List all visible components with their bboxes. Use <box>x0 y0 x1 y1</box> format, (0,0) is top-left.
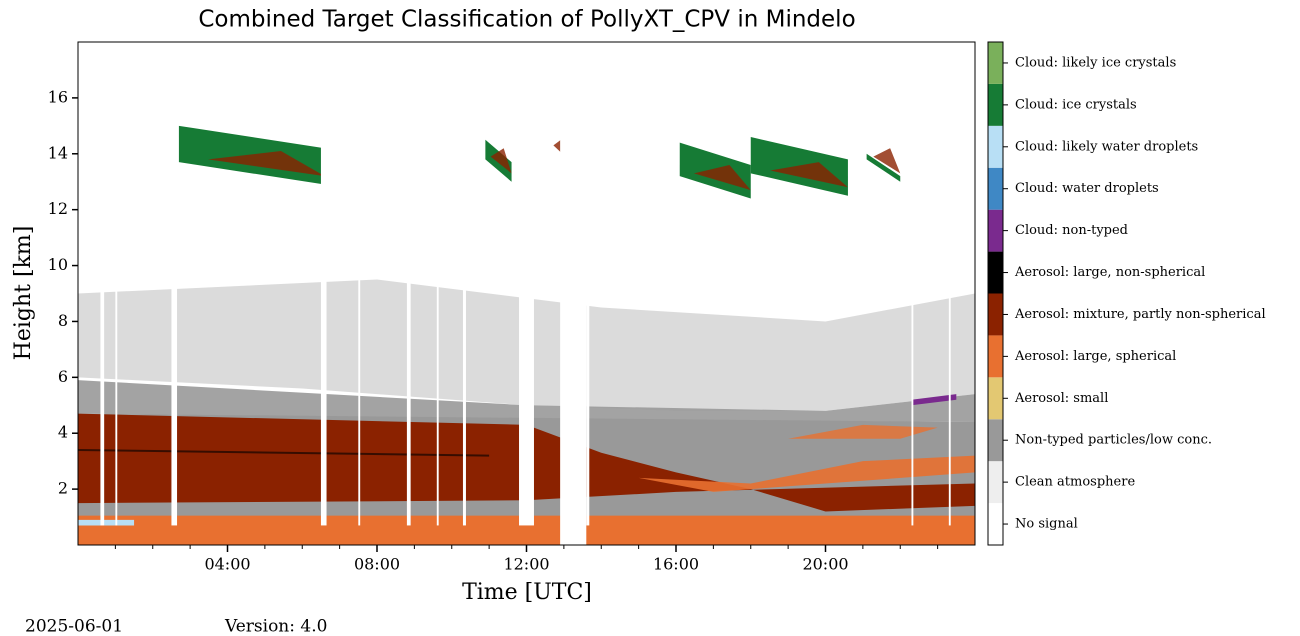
colorbar-swatch <box>988 377 1003 420</box>
colorbar-label: Aerosol: large, spherical <box>1014 349 1176 364</box>
class-region <box>638 455 975 492</box>
colorbar-label: Aerosol: small <box>1014 391 1108 406</box>
class-region <box>208 150 325 177</box>
colorbar-label: Cloud: water droplets <box>1015 181 1159 196</box>
y-tick-label: 4 <box>58 423 68 442</box>
colorbar-label: Aerosol: large, non-spherical <box>1014 265 1205 280</box>
no-signal-gap <box>436 42 439 526</box>
no-signal-gap <box>462 42 466 526</box>
no-signal-gap <box>358 42 361 526</box>
no-signal-gap <box>100 42 105 526</box>
y-axis-label: Height [km] <box>11 226 36 361</box>
colorbar-label: Aerosol: mixture, partly non-spherical <box>1014 307 1266 322</box>
class-line <box>77 448 490 457</box>
colorbar-swatch <box>988 419 1003 462</box>
plot-area <box>77 42 975 545</box>
y-tick-label: 6 <box>58 367 68 386</box>
chart-title: Combined Target Classification of PollyX… <box>198 7 855 33</box>
no-signal-gap <box>948 42 951 526</box>
y-tick-label: 14 <box>48 143 68 162</box>
class-region <box>693 164 751 191</box>
colorbar-swatch <box>988 251 1003 294</box>
colorbar-swatch <box>988 209 1003 252</box>
x-tick-label: 16:00 <box>653 555 699 574</box>
colorbar-swatch <box>988 167 1003 210</box>
no-signal-gap <box>406 42 411 526</box>
no-signal-gap <box>519 42 534 526</box>
colorbar-label: Cloud: likely ice crystals <box>1015 55 1176 70</box>
no-signal-gap <box>586 42 590 526</box>
colorbar-swatch <box>988 125 1003 168</box>
colorbar-frame <box>987 41 1004 546</box>
no-signal-gap <box>171 42 178 526</box>
no-signal-gap <box>115 42 118 526</box>
colorbar-label: No signal <box>1015 517 1078 532</box>
date-label: 2025-06-01 <box>25 617 123 636</box>
class-region <box>78 380 975 423</box>
colorbar-swatch <box>988 293 1003 336</box>
y-tick-label: 16 <box>48 87 68 106</box>
class-region <box>490 148 512 174</box>
y-tick-label: 10 <box>48 255 68 274</box>
class-region <box>770 162 848 188</box>
y-tick-label: 8 <box>58 311 68 330</box>
colorbar-swatch <box>988 503 1003 545</box>
class-region <box>866 153 901 182</box>
x-tick-label: 08:00 <box>354 555 400 574</box>
class-region <box>788 424 938 439</box>
colorbar-label: Cloud: ice crystals <box>1015 97 1137 112</box>
class-region <box>78 515 975 545</box>
y-tick-label: 2 <box>58 479 68 498</box>
colorbar-label: Cloud: likely water droplets <box>1015 139 1198 154</box>
colorbar-swatch <box>988 42 1003 84</box>
x-tick-label: 12:00 <box>503 555 549 574</box>
x-tick-label: 20:00 <box>802 555 848 574</box>
class-region <box>873 148 901 174</box>
colorbar-label: Cloud: non-typed <box>1015 223 1128 238</box>
no-signal-gap <box>560 42 587 545</box>
no-signal-gap <box>911 42 914 526</box>
y-tick-label: 12 <box>48 199 68 218</box>
colorbar-swatch <box>988 335 1003 378</box>
x-tick-label: 04:00 <box>204 555 250 574</box>
class-region <box>911 394 957 406</box>
colorbar-swatch <box>988 461 1003 504</box>
x-axis-label: Time [UTC] <box>462 580 592 605</box>
class-region <box>78 519 135 526</box>
colorbar-label: Clean atmosphere <box>1015 475 1135 490</box>
version-label: Version: 4.0 <box>224 617 327 636</box>
colorbar-swatch <box>988 83 1003 126</box>
colorbar-label: Non-typed particles/low conc. <box>1015 433 1212 448</box>
no-signal-gap <box>320 42 327 526</box>
